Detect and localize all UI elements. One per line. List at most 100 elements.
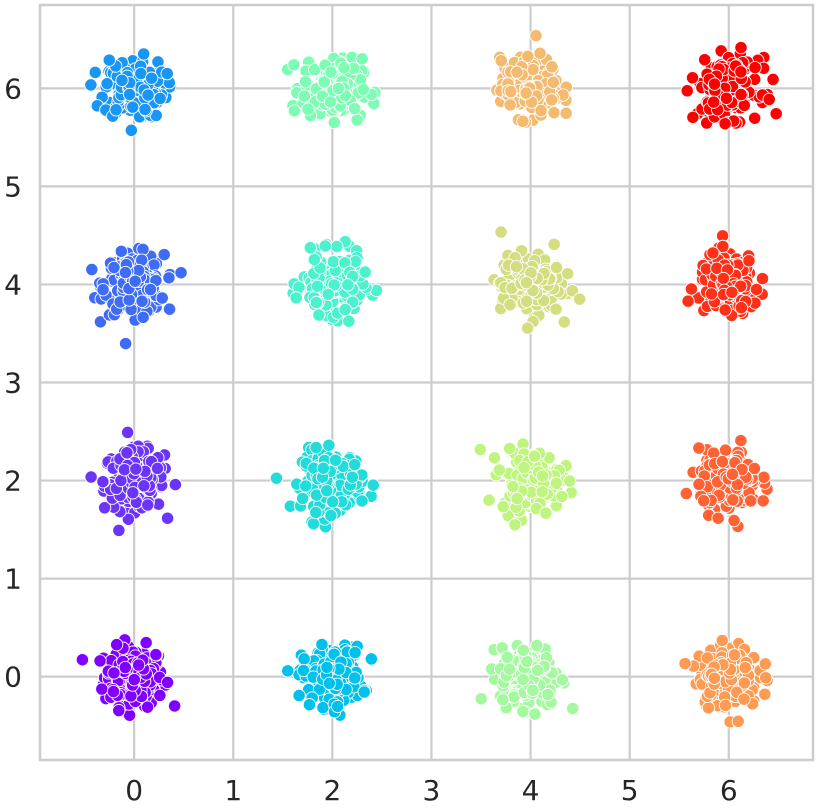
data-point	[698, 53, 712, 67]
y-tick-labels: 0 1 2 3 4 5 6	[4, 72, 22, 693]
data-point	[520, 321, 535, 335]
x-tick-label: 2	[323, 774, 341, 807]
data-point	[547, 237, 561, 251]
data-point	[348, 671, 362, 685]
data-point	[107, 666, 121, 680]
data-point	[494, 225, 508, 239]
data-point	[516, 114, 530, 128]
data-point	[160, 675, 175, 690]
data-point	[141, 88, 155, 102]
data-point	[573, 292, 587, 306]
data-point	[549, 476, 563, 490]
data-point	[337, 61, 351, 75]
data-point	[120, 446, 134, 460]
data-point	[316, 461, 331, 475]
data-point	[769, 107, 783, 121]
data-point	[759, 671, 773, 685]
data-point	[716, 271, 731, 286]
data-point	[299, 479, 313, 493]
data-point	[131, 658, 146, 672]
data-point	[692, 441, 706, 455]
data-point	[149, 648, 163, 662]
data-point	[292, 688, 306, 703]
data-point	[281, 664, 295, 678]
data-point	[734, 40, 748, 55]
data-point	[118, 336, 133, 351]
data-point	[326, 495, 340, 509]
data-point	[516, 672, 530, 687]
data-point	[718, 117, 732, 131]
data-point	[121, 425, 135, 440]
data-point	[174, 266, 188, 280]
data-point	[315, 637, 329, 652]
data-point	[127, 673, 141, 687]
data-point	[734, 301, 749, 315]
data-point	[100, 77, 114, 91]
data-point	[684, 282, 699, 296]
data-point	[697, 494, 711, 508]
y-tick-label: 4	[4, 268, 22, 301]
data-point	[559, 106, 573, 120]
data-point	[298, 75, 313, 89]
data-point	[327, 278, 341, 292]
data-point	[342, 314, 356, 328]
data-point	[345, 470, 360, 484]
data-point	[93, 315, 108, 329]
data-point	[348, 645, 362, 660]
data-point	[678, 656, 692, 671]
data-point	[160, 511, 175, 525]
data-point	[727, 648, 742, 662]
data-point	[310, 279, 325, 293]
data-point	[144, 71, 159, 85]
y-tick-label: 3	[4, 367, 22, 400]
data-point	[324, 508, 338, 523]
data-point	[85, 262, 99, 277]
data-point	[565, 284, 580, 298]
data-point	[528, 707, 542, 721]
data-point	[150, 461, 165, 476]
data-point	[366, 478, 380, 492]
data-point	[530, 638, 544, 653]
data-point	[269, 471, 284, 485]
data-point	[324, 65, 338, 79]
data-point	[718, 698, 733, 713]
data-point	[718, 303, 732, 317]
data-point	[715, 633, 729, 648]
data-point	[503, 98, 517, 112]
data-point	[519, 86, 533, 100]
y-tick-label: 1	[4, 563, 22, 596]
data-point	[529, 28, 543, 43]
data-point	[517, 460, 531, 475]
data-point	[168, 477, 183, 492]
data-point	[520, 294, 534, 308]
data-point	[744, 494, 758, 508]
data-point	[734, 87, 748, 102]
data-point	[93, 654, 107, 668]
data-point	[734, 65, 748, 79]
y-tick-label: 2	[4, 465, 22, 498]
data-point	[473, 442, 487, 457]
data-point	[527, 449, 542, 463]
data-point	[547, 106, 561, 120]
data-point	[355, 494, 369, 508]
data-point	[287, 104, 302, 118]
y-tick-label: 6	[4, 72, 22, 105]
data-point	[502, 662, 517, 676]
data-point	[549, 302, 563, 316]
data-point	[309, 295, 324, 310]
data-point	[504, 84, 518, 99]
data-point	[707, 95, 721, 109]
data-point	[160, 66, 174, 81]
data-point	[75, 653, 90, 667]
data-point	[530, 663, 545, 678]
data-point	[129, 462, 143, 476]
data-point	[510, 65, 524, 79]
data-point	[727, 513, 741, 528]
x-tick-label: 5	[621, 774, 639, 807]
data-point	[330, 699, 345, 714]
data-point	[474, 692, 488, 706]
data-point	[88, 65, 102, 80]
data-point	[355, 52, 369, 66]
data-point	[331, 81, 346, 96]
